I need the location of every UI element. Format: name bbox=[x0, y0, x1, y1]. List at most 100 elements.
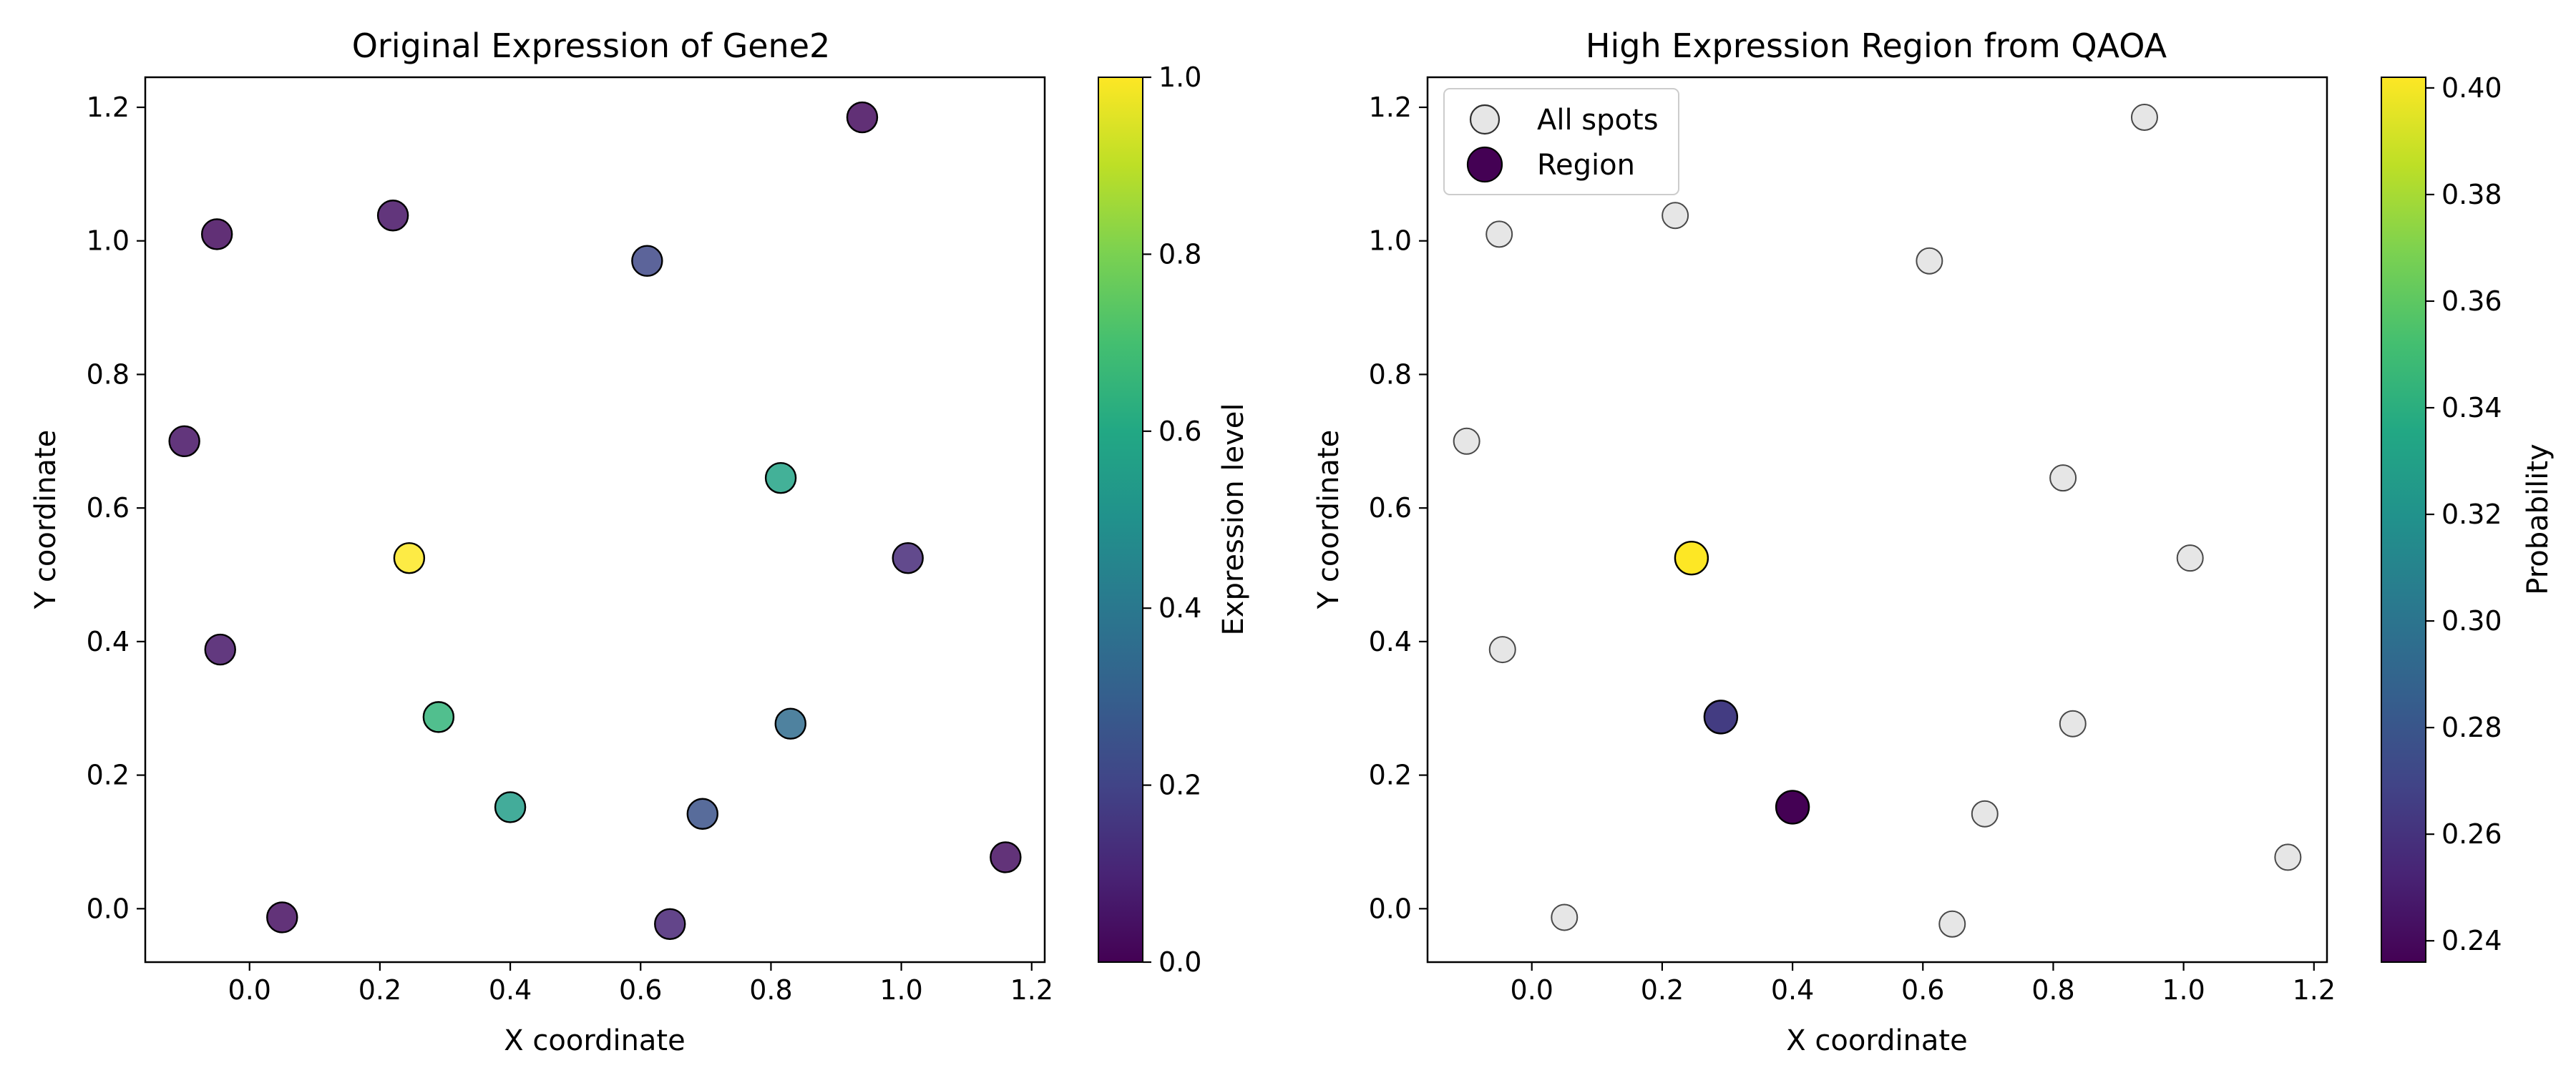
plot-area bbox=[1428, 77, 2327, 962]
legend: All spots Region bbox=[1443, 88, 1679, 195]
scatter-point bbox=[168, 425, 200, 458]
scatter-point bbox=[764, 461, 797, 494]
region-point bbox=[1703, 700, 1739, 735]
colorbar bbox=[1098, 77, 1143, 963]
y-tick-label: 0.4 bbox=[87, 626, 130, 657]
y-axis-label: Y coordinate bbox=[1312, 430, 1345, 610]
y-tick-label: 1.0 bbox=[87, 225, 130, 257]
plot-area bbox=[145, 77, 1045, 962]
all-spots-point bbox=[1971, 800, 1999, 828]
all-spots-point bbox=[2176, 544, 2204, 572]
colorbar-tick-label: 0.26 bbox=[2441, 818, 2502, 850]
all-spots-point bbox=[2274, 843, 2302, 871]
x-tick-label: 0.0 bbox=[228, 974, 271, 1006]
all-spots-point bbox=[2130, 104, 2158, 132]
y-tick-label: 1.2 bbox=[87, 92, 130, 123]
all-spots-point bbox=[1551, 903, 1579, 931]
scatter-point bbox=[204, 633, 236, 666]
legend-marker-region bbox=[1466, 146, 1503, 183]
colorbar-tick-label: 0.2 bbox=[1158, 770, 1201, 801]
scatter-point bbox=[846, 101, 879, 134]
colorbar-tick-label: 0.32 bbox=[2441, 499, 2502, 530]
y-tick-label: 0.8 bbox=[87, 358, 130, 390]
colorbar-label: Expression level bbox=[1217, 403, 1250, 636]
all-spots-point bbox=[1485, 220, 1513, 248]
region-point bbox=[1674, 540, 1709, 576]
x-axis-label: X coordinate bbox=[1786, 1024, 1967, 1057]
x-tick-label: 1.2 bbox=[2293, 974, 2336, 1006]
scatter-point bbox=[990, 841, 1022, 873]
y-tick-label: 0.6 bbox=[87, 492, 130, 524]
colorbar-tick-label: 1.0 bbox=[1158, 62, 1201, 93]
region-point bbox=[1775, 790, 1810, 825]
scatter-point bbox=[494, 791, 527, 823]
y-tick-label: 1.0 bbox=[1369, 225, 1412, 257]
colorbar-tick-label: 0.0 bbox=[1158, 946, 1201, 978]
scatter-points-region bbox=[1674, 540, 1810, 825]
scatter-point bbox=[422, 701, 455, 733]
x-tick-label: 0.8 bbox=[749, 974, 792, 1006]
scatter-point bbox=[266, 901, 298, 934]
x-tick-label: 0.2 bbox=[358, 974, 401, 1006]
scatter-point bbox=[892, 542, 924, 574]
y-axis-label: Y coordinate bbox=[29, 430, 62, 610]
scatter-points bbox=[168, 101, 1022, 940]
all-spots-point bbox=[1488, 636, 1516, 664]
all-spots-point bbox=[2049, 464, 2077, 492]
scatter-point bbox=[376, 200, 409, 232]
scatter-point bbox=[686, 798, 718, 830]
x-tick-label: 1.2 bbox=[1010, 974, 1053, 1006]
x-axis-ticks: 0.0 0.2 0.4 0.6 0.8 1.0 1.2 bbox=[1511, 962, 2336, 1006]
all-spots-point bbox=[1453, 427, 1480, 455]
colorbar-tick-label: 0.28 bbox=[2441, 712, 2502, 743]
scatter-point bbox=[774, 707, 806, 740]
colorbar-tick-label: 0.6 bbox=[1158, 416, 1201, 447]
x-tick-label: 0.0 bbox=[1511, 974, 1553, 1006]
y-tick-label: 0.4 bbox=[1369, 626, 1412, 657]
chart-title: Original Expression of Gene2 bbox=[352, 26, 831, 65]
colorbar-tick-label: 0.24 bbox=[2441, 925, 2502, 956]
colorbar-tick-label: 0.40 bbox=[2441, 72, 2502, 104]
panel-region: High Expression Region from QAOA 0.0 0.2 0… bbox=[1312, 26, 2555, 1057]
y-tick-label: 1.2 bbox=[1369, 92, 1412, 123]
colorbar-label: Probability bbox=[2522, 444, 2555, 594]
all-spots-point bbox=[1916, 247, 1943, 275]
colorbar-tick-label: 0.38 bbox=[2441, 179, 2502, 210]
legend-label-region: Region bbox=[1537, 149, 1635, 182]
all-spots-point bbox=[1938, 910, 1966, 938]
x-axis-label: X coordinate bbox=[504, 1024, 685, 1057]
x-axis-ticks: 0.0 0.2 0.4 0.6 0.8 1.0 1.2 bbox=[228, 962, 1053, 1006]
y-tick-label: 0.2 bbox=[87, 760, 130, 791]
scatter-point bbox=[654, 908, 686, 940]
colorbar-tick-label: 0.4 bbox=[1158, 592, 1201, 624]
x-tick-label: 0.8 bbox=[2031, 974, 2074, 1006]
colorbar-ticks: 0.0 0.2 0.4 0.6 0.8 1.0 bbox=[1143, 62, 1201, 978]
y-axis-ticks: 0.0 0.2 0.4 0.6 0.8 1.0 1.2 bbox=[87, 92, 145, 924]
x-tick-label: 0.6 bbox=[1901, 974, 1944, 1006]
legend-label-all-spots: All spots bbox=[1537, 104, 1659, 137]
plot-frame bbox=[144, 76, 1046, 964]
x-tick-label: 0.6 bbox=[619, 974, 662, 1006]
scatter-point bbox=[393, 542, 426, 574]
scatter-point bbox=[200, 218, 233, 250]
legend-box bbox=[1443, 88, 1679, 195]
x-tick-label: 1.0 bbox=[2162, 974, 2205, 1006]
y-tick-label: 0.0 bbox=[87, 893, 130, 924]
scatter-point bbox=[631, 245, 663, 277]
x-tick-label: 0.4 bbox=[489, 974, 532, 1006]
y-tick-label: 0.6 bbox=[1369, 492, 1412, 524]
y-tick-label: 0.8 bbox=[1369, 358, 1412, 390]
x-tick-label: 0.2 bbox=[1641, 974, 1684, 1006]
y-tick-label: 0.0 bbox=[1369, 893, 1412, 924]
chart-title: High Expression Region from QAOA bbox=[1586, 26, 2167, 65]
legend-marker-all-spots bbox=[1469, 104, 1501, 135]
colorbar-tick-label: 0.8 bbox=[1158, 238, 1201, 270]
colorbar-tick-label: 0.36 bbox=[2441, 285, 2502, 317]
x-tick-label: 1.0 bbox=[879, 974, 922, 1006]
colorbar-ticks: 0.24 0.26 0.28 0.30 0.32 0.34 0.36 0.38 0.40 bbox=[2426, 72, 2502, 956]
colorbar-tick-label: 0.30 bbox=[2441, 605, 2502, 637]
colorbar-tick-label: 0.34 bbox=[2441, 392, 2502, 423]
colorbar bbox=[2381, 77, 2426, 963]
y-axis-ticks: 0.0 0.2 0.4 0.6 0.8 1.0 1.2 bbox=[1369, 92, 1428, 924]
